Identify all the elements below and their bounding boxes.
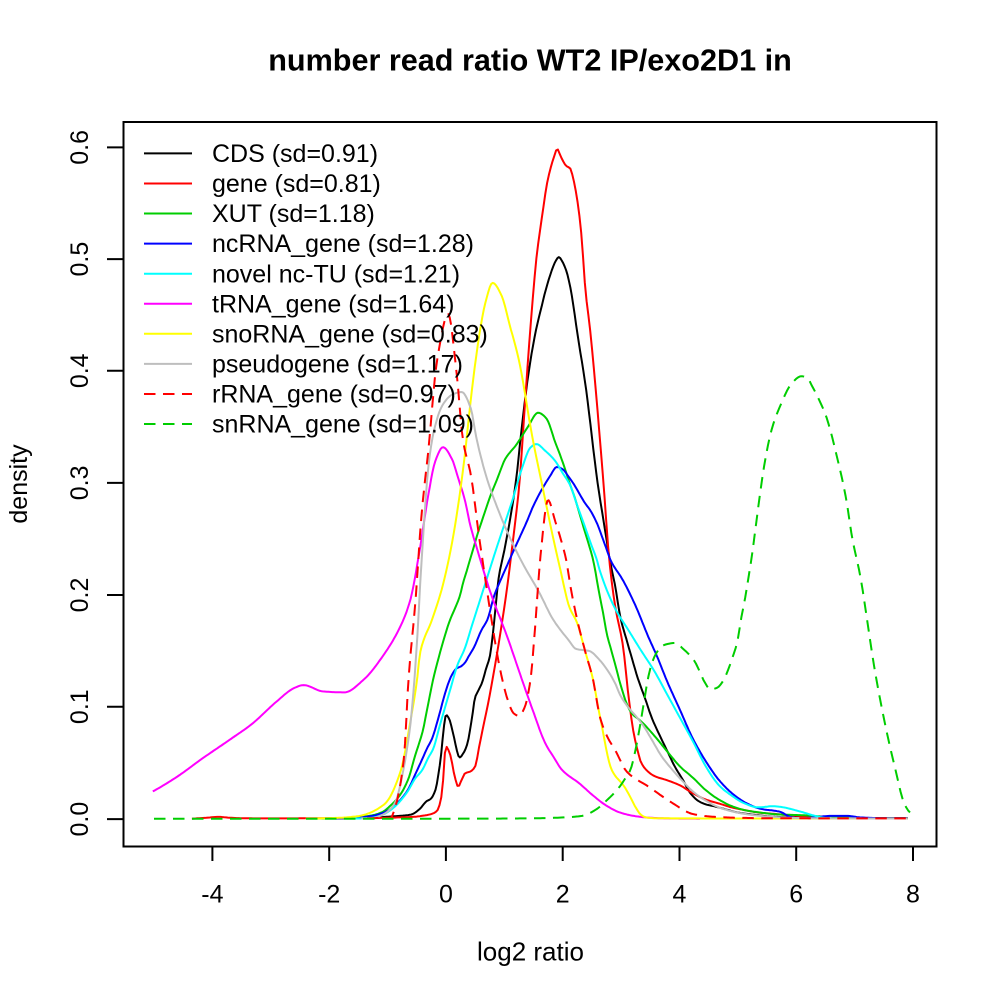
svg-text:number read ratio WT2 IP/exo2D: number read ratio WT2 IP/exo2D1 in	[268, 44, 792, 78]
svg-text:novel nc-TU (sd=1.21): novel nc-TU (sd=1.21)	[212, 260, 460, 288]
svg-text:0.4: 0.4	[66, 353, 94, 388]
svg-text:snoRNA_gene (sd=0.83): snoRNA_gene (sd=0.83)	[212, 320, 488, 348]
svg-text:-2: -2	[318, 881, 340, 909]
svg-text:0.1: 0.1	[66, 689, 94, 724]
svg-text:4: 4	[673, 881, 687, 909]
svg-text:2: 2	[556, 881, 570, 909]
svg-text:gene (sd=0.81): gene (sd=0.81)	[212, 170, 381, 198]
svg-text:ncRNA_gene (sd=1.28): ncRNA_gene (sd=1.28)	[212, 230, 474, 258]
svg-text:-4: -4	[201, 881, 223, 909]
svg-text:0.3: 0.3	[66, 466, 94, 501]
svg-text:0.6: 0.6	[66, 130, 94, 165]
svg-text:pseudogene (sd=1.17): pseudogene (sd=1.17)	[212, 351, 463, 379]
svg-text:tRNA_gene (sd=1.64): tRNA_gene (sd=1.64)	[212, 290, 455, 318]
svg-text:log2 ratio: log2 ratio	[477, 937, 584, 967]
svg-text:XUT (sd=1.18): XUT (sd=1.18)	[212, 200, 375, 228]
svg-text:CDS (sd=0.91): CDS (sd=0.91)	[212, 140, 378, 168]
svg-text:rRNA_gene (sd=0.97): rRNA_gene (sd=0.97)	[212, 381, 456, 409]
svg-text:snRNA_gene (sd=1.09): snRNA_gene (sd=1.09)	[212, 411, 474, 439]
svg-text:0.2: 0.2	[66, 578, 94, 613]
svg-text:0.0: 0.0	[66, 802, 94, 837]
svg-text:0.5: 0.5	[66, 242, 94, 277]
svg-text:6: 6	[789, 881, 803, 909]
svg-text:8: 8	[906, 881, 920, 909]
svg-text:density: density	[5, 444, 33, 524]
svg-text:0: 0	[439, 881, 453, 909]
